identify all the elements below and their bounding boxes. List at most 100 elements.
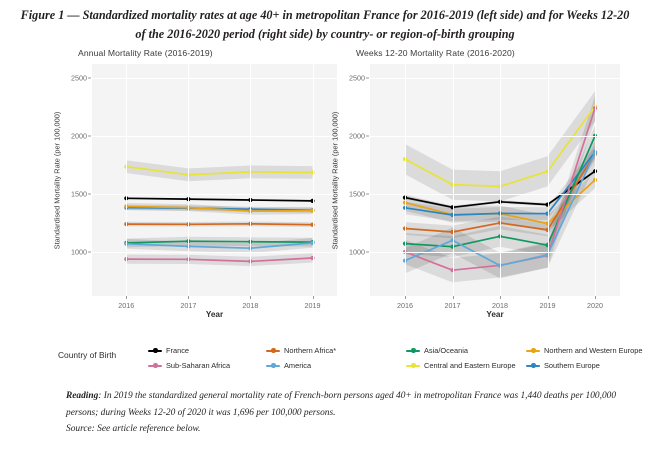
series-point bbox=[310, 198, 315, 203]
plot-area-right bbox=[370, 64, 620, 296]
gridline-y bbox=[370, 193, 620, 195]
series-line bbox=[125, 222, 314, 226]
y-tick-label: 2500 bbox=[349, 73, 369, 83]
legend-key-icon bbox=[526, 345, 540, 356]
legend-item[interactable]: Central and Eastern Europe bbox=[406, 360, 526, 371]
gridline-x bbox=[188, 64, 190, 296]
plot-wrap-left: Standardised Mortality Rate (per 100,000… bbox=[52, 64, 337, 322]
y-tick-label: 2500 bbox=[71, 73, 91, 83]
legend-item[interactable]: Northern Africa* bbox=[266, 345, 406, 356]
series-point bbox=[248, 221, 253, 226]
series-line bbox=[125, 242, 314, 250]
series-point bbox=[310, 222, 315, 227]
legend-item[interactable]: Northern and Western Europe bbox=[526, 345, 650, 356]
series-line bbox=[125, 197, 314, 202]
y-tick-label: 1500 bbox=[349, 189, 369, 199]
x-tick-label: 2018 bbox=[492, 296, 508, 310]
legend-label: Northern and Western Europe bbox=[544, 346, 643, 355]
legend-key-icon bbox=[406, 360, 420, 371]
x-tick-label: 2020 bbox=[587, 296, 603, 310]
y-axis-ticks-right: 1000 1500 2000 2500 bbox=[342, 64, 369, 296]
figure-footnote: Reading: In 2019 the standardized genera… bbox=[66, 388, 638, 438]
series-lines-left bbox=[124, 160, 315, 267]
series-point bbox=[310, 255, 315, 261]
chart-legend: Country of Birth France Northern Africa* A… bbox=[0, 340, 650, 382]
gridline-x bbox=[500, 64, 501, 296]
legend-key-icon bbox=[406, 345, 420, 356]
series-line bbox=[125, 257, 314, 263]
x-axis-label-right: Year bbox=[486, 310, 504, 319]
legend-label: America bbox=[284, 361, 312, 370]
legend-items: France Northern Africa* Asia/Oceania Northe… bbox=[148, 343, 648, 373]
series-point bbox=[248, 197, 253, 203]
x-axis-label-left: Year bbox=[205, 310, 224, 319]
gridline-y bbox=[92, 77, 337, 79]
legend-label: Central and Eastern Europe bbox=[424, 361, 516, 370]
x-tick-label: 2019 bbox=[304, 296, 321, 310]
legend-item[interactable]: Southern Europe bbox=[526, 360, 650, 371]
series-line bbox=[125, 165, 314, 176]
legend-item[interactable]: Asia/Oceania bbox=[406, 345, 526, 356]
y-tick-label: 1000 bbox=[349, 247, 369, 257]
panel-weeks-mortality: Weeks 12-20 Mortality Rate (2016-2020) S… bbox=[330, 48, 620, 322]
panel-title-left: Annual Mortality Rate (2016-2019) bbox=[78, 48, 213, 58]
y-tick-label: 1000 bbox=[71, 247, 91, 257]
plot-area-left bbox=[92, 64, 337, 296]
legend-key-icon bbox=[526, 360, 540, 371]
series-point bbox=[310, 208, 315, 213]
gridline-y bbox=[370, 251, 620, 253]
series-lines-right bbox=[402, 91, 598, 283]
x-tick-label: 2017 bbox=[444, 296, 461, 310]
y-axis-label-right: Standardised Mortality Rate (per 100,000… bbox=[330, 111, 340, 249]
gridline-y bbox=[92, 193, 337, 195]
legend-key-icon bbox=[148, 360, 162, 371]
legend-item[interactable]: Sub-Saharan Africa bbox=[148, 360, 266, 371]
legend-item[interactable]: America bbox=[266, 360, 406, 371]
series-point bbox=[248, 246, 253, 251]
legend-label: Asia/Oceania bbox=[424, 346, 468, 355]
series-line bbox=[125, 205, 314, 212]
y-tick-label: 2000 bbox=[349, 131, 369, 141]
legend-label: Northern Africa* bbox=[284, 346, 337, 355]
x-axis-ticks-left: 2016 2017 2018 2019 bbox=[92, 296, 337, 312]
x-tick-label: 2016 bbox=[397, 296, 413, 310]
confidence-band bbox=[126, 160, 313, 182]
reading-note: Reading: In 2019 the standardized genera… bbox=[66, 388, 638, 421]
gridline-x bbox=[452, 64, 454, 296]
gridline-x bbox=[405, 64, 406, 296]
series-point bbox=[310, 240, 315, 245]
confidence-band bbox=[405, 95, 595, 283]
series-line bbox=[125, 240, 314, 244]
x-tick-label: 2018 bbox=[242, 296, 259, 310]
series-point bbox=[248, 239, 253, 244]
legend-title: Country of Birth bbox=[58, 350, 117, 360]
gridline-x bbox=[547, 64, 549, 296]
source-note: Source: See article reference below. bbox=[66, 424, 201, 435]
legend-key-icon bbox=[148, 345, 162, 356]
legend-label: Southern Europe bbox=[544, 361, 600, 370]
reading-label: Reading bbox=[66, 391, 99, 401]
legend-item[interactable]: France bbox=[148, 345, 266, 356]
chart-panels: Annual Mortality Rate (2016-2019) Standa… bbox=[0, 48, 650, 338]
gridline-x bbox=[595, 64, 596, 296]
series-point bbox=[248, 169, 253, 174]
legend-key-icon bbox=[266, 360, 280, 371]
figure-title: Figure 1 — Standardized mortality rates … bbox=[20, 8, 630, 41]
series-point bbox=[248, 259, 253, 264]
x-axis-ticks-right: 2016 2017 2018 2019 2020 bbox=[370, 296, 620, 312]
panel-title-right: Weeks 12-20 Mortality Rate (2016-2020) bbox=[356, 48, 515, 58]
gridline-y bbox=[92, 135, 337, 137]
confidence-band bbox=[405, 145, 595, 222]
series-point bbox=[248, 209, 253, 214]
x-tick-label: 2017 bbox=[180, 296, 197, 310]
plot-wrap-right: Standardised Mortality Rate (per 100,000… bbox=[330, 64, 620, 322]
x-tick-label: 2016 bbox=[118, 296, 135, 310]
y-axis-ticks-left: 1000 1500 2000 2500 bbox=[64, 64, 91, 296]
gridline-x bbox=[312, 64, 314, 296]
legend-key-icon bbox=[266, 345, 280, 356]
legend-label: France bbox=[166, 346, 190, 355]
x-tick-label: 2019 bbox=[539, 296, 556, 310]
gridline-x bbox=[126, 64, 128, 296]
gridline-y bbox=[92, 251, 337, 253]
y-tick-label: 2000 bbox=[71, 131, 91, 141]
